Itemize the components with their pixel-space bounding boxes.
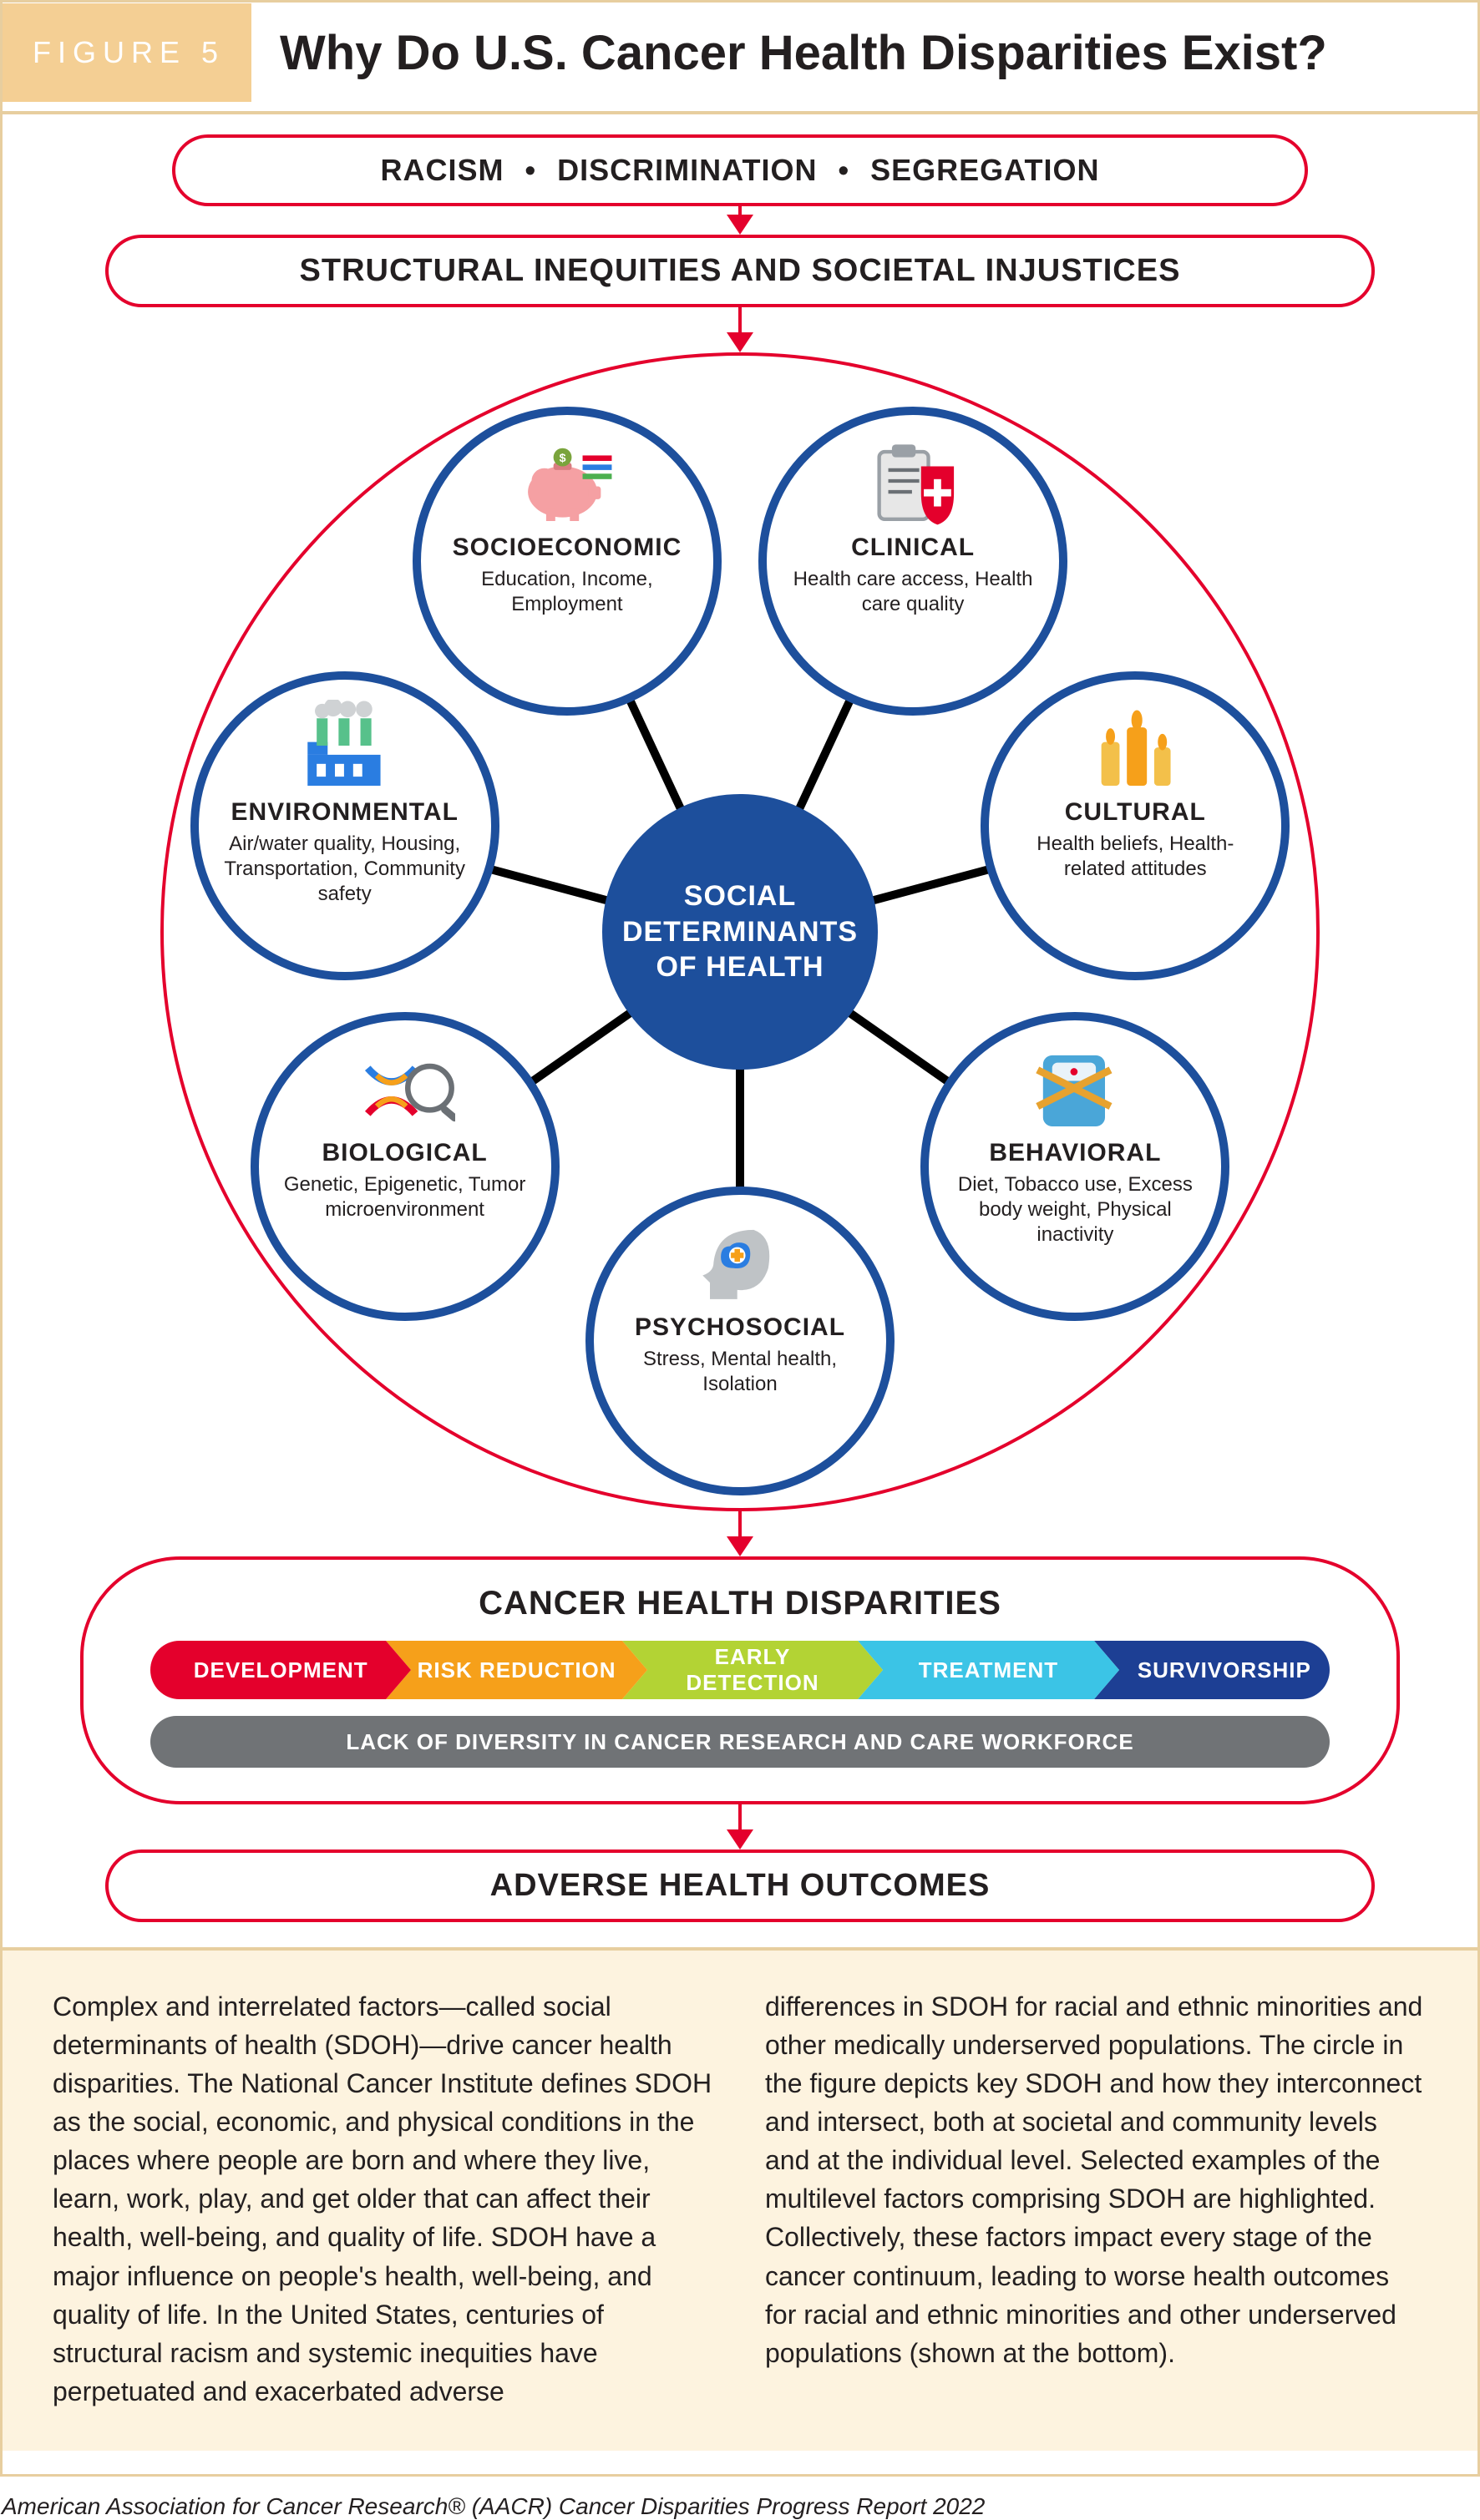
determinant-sub: Genetic, Epigenetic, Tumor microenvironm… [276,1172,535,1222]
arrow-2 [728,307,752,352]
box-racism: RACISM • DISCRIMINATION • SEGREGATION [172,134,1308,206]
citation: American Association for Cancer Research… [0,2477,1480,2520]
determinant-sub: Stress, Mental health, Isolation [611,1347,869,1397]
factory-icon [295,700,395,792]
dna-icon [355,1040,455,1132]
sdoh-hub: SOCIAL DETERMINANTS OF HEALTH [602,794,878,1070]
piggy-bank-icon [517,435,617,527]
figure-header: FIGURE 5 Why Do U.S. Cancer Health Dispa… [31,3,1449,103]
determinant-sub: Education, Income, Employment [438,567,697,617]
determinant-name: BEHAVIORAL [989,1139,1161,1167]
box1-part-2: DISCRIMINATION [557,153,817,187]
arrow-4 [728,1804,752,1850]
determinant-environmental: ENVIRONMENTAL Air/water quality, Housing,… [190,671,499,980]
continuum-chevrons: DEVELOPMENTRISK REDUCTIONEARLY DETECTION… [150,1641,1330,1699]
determinant-name: CLINICAL [851,534,975,562]
box1-sep-1: • [514,153,549,188]
determinant-clinical: CLINICAL Health care access, Health care … [758,407,1067,716]
determinant-socioeconomic: SOCIOECONOMIC Education, Income, Employme… [413,407,722,716]
chevron-survivorship: SURVIVORSHIP [1094,1641,1330,1699]
candles-icon [1085,700,1185,792]
determinant-name: ENVIRONMENTAL [231,798,458,827]
figure-tag: FIGURE 5 [3,3,251,102]
box1-sep-2: • [827,153,862,188]
description-panel: Complex and interrelated factors—called … [3,1947,1477,2451]
arrow-3 [728,1511,752,1556]
sdoh-ring: SOCIAL DETERMINANTS OF HEALTH SOCIOECONO… [160,352,1320,1511]
determinant-name: PSYCHOSOCIAL [635,1313,845,1342]
disparities-title: CANCER HEALTH DISPARITIES [150,1585,1330,1622]
determinant-biological: BIOLOGICAL Genetic, Epigenetic, Tumor mic… [251,1012,560,1321]
determinant-sub: Air/water quality, Housing, Transportati… [215,832,474,907]
determinant-cultural: CULTURAL Health beliefs, Health-related a… [981,671,1290,980]
chevron-treatment: TREATMENT [858,1641,1093,1699]
box-disparities: CANCER HEALTH DISPARITIES DEVELOPMENTRIS… [80,1556,1400,1804]
description-col-1: Complex and interrelated factors—called … [53,1987,715,2411]
chevron-development: DEVELOPMENT [150,1641,386,1699]
determinant-psychosocial: PSYCHOSOCIAL Stress, Mental health, Isola… [585,1187,895,1495]
header-rule [3,111,1477,114]
figure-page: FIGURE 5 Why Do U.S. Cancer Health Dispa… [0,0,1480,2477]
determinant-behavioral: BEHAVIORAL Diet, Tobacco use, Excess body… [920,1012,1229,1321]
determinant-sub: Diet, Tobacco use, Excess body weight, P… [945,1172,1204,1247]
determinant-name: SOCIOECONOMIC [453,534,682,562]
clipboard-shield-icon [863,435,963,527]
box1-part-1: RACISM [381,153,504,187]
determinant-sub: Health beliefs, Health-related attitudes [1006,832,1265,882]
brain-head-icon [690,1215,790,1307]
determinant-name: CULTURAL [1065,798,1206,827]
chevron-early-detection: EARLY DETECTION [622,1641,858,1699]
arrow-1 [728,206,752,235]
workforce-bar: LACK OF DIVERSITY IN CANCER RESEARCH AND… [150,1716,1330,1768]
chevron-risk-reduction: RISK REDUCTION [386,1641,621,1699]
box1-part-3: SEGREGATION [870,153,1099,187]
box-structural: STRUCTURAL INEQUITIES AND SOCIETAL INJUS… [105,235,1375,307]
scale-icon [1025,1040,1125,1132]
determinant-name: BIOLOGICAL [322,1139,487,1167]
box-outcome: ADVERSE HEALTH OUTCOMES [105,1850,1375,1922]
description-col-2: differences in SDOH for racial and ethni… [765,1987,1427,2411]
figure-title: Why Do U.S. Cancer Health Disparities Ex… [280,25,1327,81]
determinant-sub: Health care access, Health care quality [783,567,1042,617]
flow-column: RACISM • DISCRIMINATION • SEGREGATION ST… [31,134,1449,1922]
